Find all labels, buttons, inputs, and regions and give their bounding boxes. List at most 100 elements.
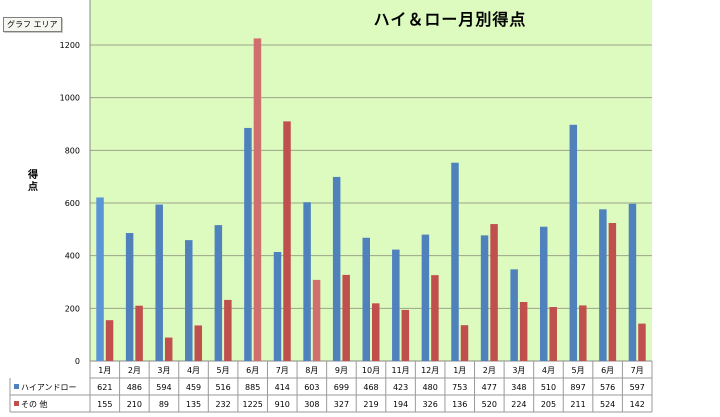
x-tick-label: 4月	[542, 366, 555, 375]
y-tick-label: 400	[65, 252, 80, 261]
data-label: 597	[630, 383, 645, 392]
legend-entry: その 他	[21, 399, 48, 409]
data-label: 594	[156, 383, 171, 392]
data-label: 194	[393, 400, 408, 409]
y-tick-label: 1200	[60, 41, 80, 50]
data-label: 219	[363, 400, 378, 409]
data-label: 348	[511, 383, 526, 392]
bar-high-low	[214, 225, 223, 361]
x-tick-label: 5月	[217, 366, 230, 375]
bar-other	[283, 121, 291, 361]
data-label: 89	[159, 400, 169, 409]
y-tick-label: 800	[65, 146, 80, 155]
bar-other	[519, 302, 528, 361]
x-tick-label: 6月	[601, 366, 614, 375]
x-tick-label: 8月	[305, 366, 318, 375]
bar-high-low	[569, 124, 578, 361]
y-tick-label: 200	[65, 304, 80, 313]
data-label: 423	[393, 383, 408, 392]
plot-background	[90, 0, 652, 361]
data-label: 524	[600, 400, 615, 409]
x-tick-label: 4月	[187, 366, 200, 375]
data-label: 211	[570, 400, 585, 409]
x-tick-label: 6月	[246, 366, 259, 375]
data-label: 897	[570, 383, 585, 392]
x-tick-label: 5月	[572, 366, 585, 375]
legend-swatch	[14, 384, 19, 389]
bar-high-low	[628, 203, 637, 361]
x-tick-label: 7月	[276, 366, 289, 375]
bar-other	[253, 38, 262, 362]
chart-title: ハイ＆ロー月別得点	[373, 10, 527, 29]
data-label: 232	[215, 400, 230, 409]
data-label: 136	[452, 400, 467, 409]
bar-other	[608, 223, 617, 361]
chart-area-tooltip: グラフ エリア	[3, 17, 62, 32]
legend-entry: ハイアンドロー	[21, 383, 77, 392]
bar-high-low	[599, 209, 607, 361]
data-label: 477	[482, 383, 497, 392]
data-label: 1225	[243, 400, 263, 409]
x-tick-label: 1月	[98, 366, 111, 375]
bar-other	[105, 320, 114, 361]
bar-high-low	[392, 249, 400, 361]
data-label: 468	[363, 383, 378, 392]
bar-other	[401, 309, 410, 361]
bar-high-low	[451, 162, 459, 361]
bar-other	[431, 275, 439, 361]
data-label: 621	[97, 383, 112, 392]
data-label: 210	[127, 400, 142, 409]
bar-high-low	[303, 202, 311, 361]
legend-swatch	[14, 401, 19, 406]
data-label: 326	[423, 400, 438, 409]
bar-high-low	[539, 226, 548, 361]
bar-other	[579, 305, 587, 361]
data-label: 486	[127, 383, 142, 392]
x-tick-label: 9月	[335, 366, 348, 375]
bar-high-low	[185, 240, 193, 361]
x-tick-label: 2月	[128, 366, 141, 375]
data-label: 910	[275, 400, 290, 409]
bar-high-low	[510, 269, 518, 361]
x-tick-label: 7月	[631, 366, 644, 375]
data-label: 603	[304, 383, 319, 392]
bar-high-low	[332, 176, 341, 361]
bar-other	[549, 307, 557, 361]
data-label: 135	[186, 400, 201, 409]
bar-high-low	[244, 127, 252, 361]
data-label: 753	[452, 383, 467, 392]
bar-other	[342, 274, 350, 361]
bar-other	[312, 279, 321, 361]
data-label: 308	[304, 400, 319, 409]
data-label: 327	[334, 400, 349, 409]
bar-high-low	[362, 237, 370, 361]
data-label: 142	[630, 400, 645, 409]
data-label: 699	[334, 383, 349, 392]
data-label: 205	[541, 400, 556, 409]
x-tick-label: 12月	[421, 366, 439, 375]
data-label: 520	[482, 400, 497, 409]
bar-high-low	[480, 235, 489, 361]
data-label: 414	[275, 383, 290, 392]
y-axis-label: 得点	[28, 170, 38, 193]
bar-high-low	[96, 197, 104, 361]
data-label: 885	[245, 383, 260, 392]
bar-other	[164, 337, 173, 361]
bar-other	[490, 224, 498, 361]
bar-other	[194, 325, 203, 361]
data-label: 459	[186, 383, 201, 392]
data-label: 510	[541, 383, 556, 392]
data-label: 516	[215, 383, 230, 392]
x-tick-label: 11月	[391, 366, 409, 375]
data-label: 224	[511, 400, 526, 409]
bar-other	[460, 325, 469, 361]
bar-other	[372, 303, 380, 361]
y-tick-label: 600	[65, 199, 80, 208]
bar-high-low	[155, 204, 163, 361]
bar-other	[135, 305, 143, 361]
bar-high-low	[273, 251, 282, 361]
y-tick-label: 0	[75, 357, 80, 366]
x-tick-label: 3月	[512, 366, 525, 375]
bar-other	[638, 323, 646, 361]
